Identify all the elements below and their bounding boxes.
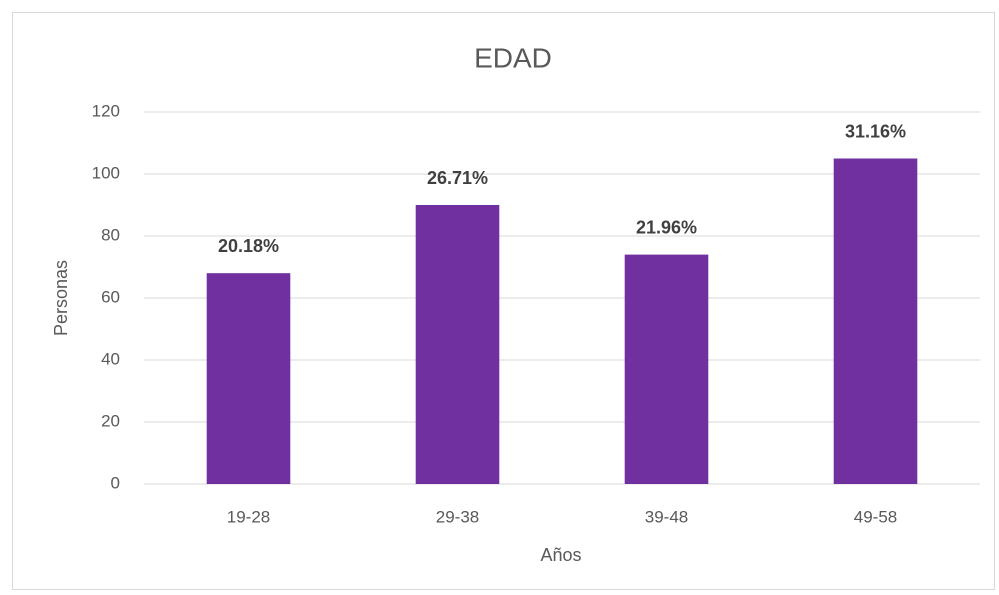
y-tick-label: 80 <box>101 225 120 244</box>
y-axis-label: Personas <box>51 260 71 336</box>
bar <box>833 158 918 484</box>
data-label: 20.18% <box>218 236 279 256</box>
bar <box>206 273 291 484</box>
data-label: 31.16% <box>845 121 906 141</box>
bar <box>415 205 500 484</box>
y-tick-label: 0 <box>111 473 120 492</box>
x-tick-label: 29-38 <box>436 507 479 526</box>
y-tick-label: 120 <box>92 101 120 120</box>
y-tick-label: 40 <box>101 349 120 368</box>
bar <box>624 254 709 484</box>
x-tick-label: 49-58 <box>854 507 897 526</box>
data-label: 26.71% <box>427 168 488 188</box>
x-tick-label: 19-28 <box>227 507 270 526</box>
y-tick-label: 60 <box>101 287 120 306</box>
x-axis-label: Años <box>540 545 581 565</box>
y-tick-label: 100 <box>92 163 120 182</box>
chart-border <box>12 12 995 590</box>
y-tick-label: 20 <box>101 411 120 430</box>
x-tick-label: 39-48 <box>645 507 688 526</box>
chart-title: EDAD <box>474 42 552 73</box>
data-label: 21.96% <box>636 217 697 237</box>
